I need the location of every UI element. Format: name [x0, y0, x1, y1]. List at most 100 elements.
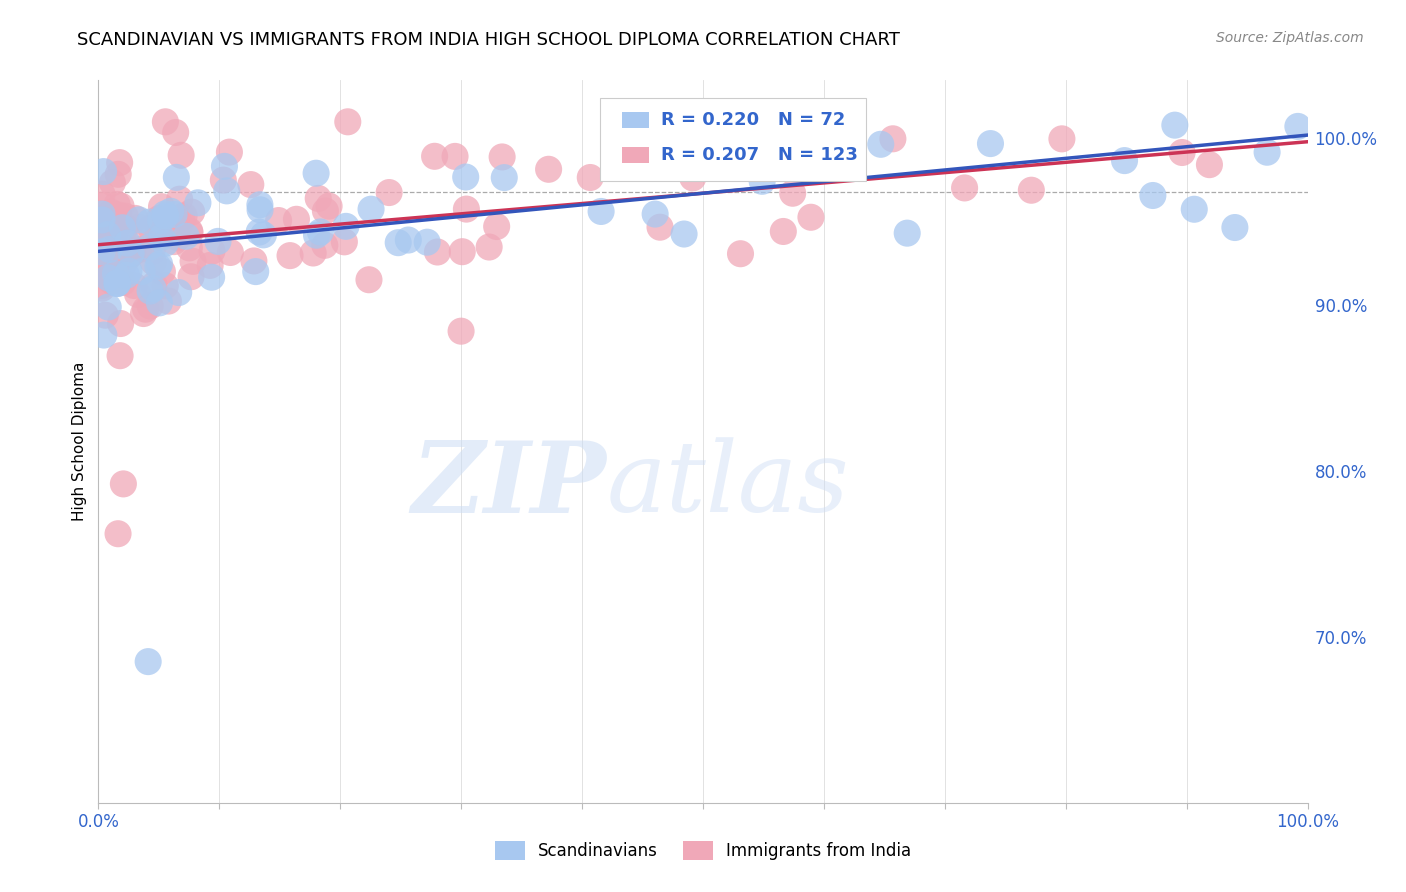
Point [122, 278, 145, 293]
Point [96, 268, 118, 283]
Point [979, 136, 1001, 151]
Point [166, 231, 188, 245]
Text: R = 0.220   N = 72: R = 0.220 N = 72 [661, 111, 845, 129]
Point [155, 236, 177, 251]
Point [800, 211, 823, 225]
Point [91, 264, 114, 278]
Point [169, 218, 191, 232]
Point [1164, 118, 1187, 132]
Point [212, 173, 235, 187]
Point [179, 224, 201, 238]
Point [143, 277, 166, 292]
Point [252, 227, 274, 242]
Point [1182, 202, 1205, 217]
Point [180, 205, 202, 219]
Point [104, 267, 127, 281]
Point [336, 115, 359, 129]
Point [302, 246, 325, 260]
Point [91, 187, 114, 202]
Point [105, 277, 128, 291]
Point [167, 285, 190, 300]
Point [485, 219, 508, 234]
Point [91, 213, 114, 227]
Point [808, 134, 831, 148]
Point [159, 204, 181, 219]
Point [772, 225, 794, 239]
Point [423, 149, 446, 163]
Point [148, 224, 170, 238]
Point [1286, 120, 1309, 134]
Point [1114, 153, 1136, 168]
Point [152, 265, 174, 279]
Point [579, 170, 602, 185]
Point [91, 278, 114, 293]
Point [107, 167, 129, 181]
Point [103, 227, 125, 241]
Point [91, 242, 114, 256]
Point [105, 277, 128, 291]
Point [100, 274, 122, 288]
Point [357, 273, 380, 287]
Point [139, 284, 162, 298]
Point [110, 317, 132, 331]
Point [110, 199, 132, 213]
Text: ZIP: ZIP [412, 437, 606, 533]
FancyBboxPatch shape [621, 147, 648, 162]
Point [141, 244, 163, 258]
Point [117, 236, 139, 251]
Point [93, 328, 115, 343]
Point [118, 249, 141, 263]
Text: atlas: atlas [606, 437, 849, 533]
Point [128, 212, 150, 227]
Point [179, 241, 201, 255]
Point [107, 277, 129, 291]
Point [111, 251, 134, 265]
Point [456, 202, 478, 216]
Point [682, 170, 704, 185]
Point [305, 166, 328, 180]
Point [100, 261, 122, 276]
Point [360, 202, 382, 217]
Point [309, 225, 332, 239]
Point [307, 191, 329, 205]
Point [1171, 145, 1194, 160]
Point [155, 209, 177, 223]
Point [314, 203, 336, 218]
Point [127, 287, 149, 301]
Point [131, 264, 153, 278]
Point [201, 244, 224, 258]
Point [953, 181, 976, 195]
Point [107, 526, 129, 541]
Point [97, 300, 120, 314]
Point [148, 211, 170, 226]
Point [91, 207, 114, 221]
Point [112, 476, 135, 491]
Point [169, 192, 191, 206]
Point [730, 246, 752, 260]
Point [98, 222, 121, 236]
Point [150, 200, 173, 214]
Point [163, 235, 186, 249]
Point [249, 202, 271, 217]
Point [98, 248, 121, 262]
Point [91, 221, 114, 235]
Point [243, 254, 266, 268]
Point [416, 235, 439, 250]
Point [114, 209, 136, 223]
Point [245, 264, 267, 278]
Point [107, 252, 129, 266]
Point [314, 238, 336, 252]
Point [278, 249, 301, 263]
Point [1256, 145, 1278, 160]
Point [591, 204, 613, 219]
Point [115, 268, 138, 283]
FancyBboxPatch shape [600, 98, 866, 181]
Point [1223, 220, 1246, 235]
Point [1021, 183, 1043, 197]
Point [91, 244, 114, 259]
Point [93, 164, 115, 178]
Point [179, 226, 201, 240]
Point [751, 174, 773, 188]
Point [112, 256, 135, 270]
Point [181, 254, 204, 268]
